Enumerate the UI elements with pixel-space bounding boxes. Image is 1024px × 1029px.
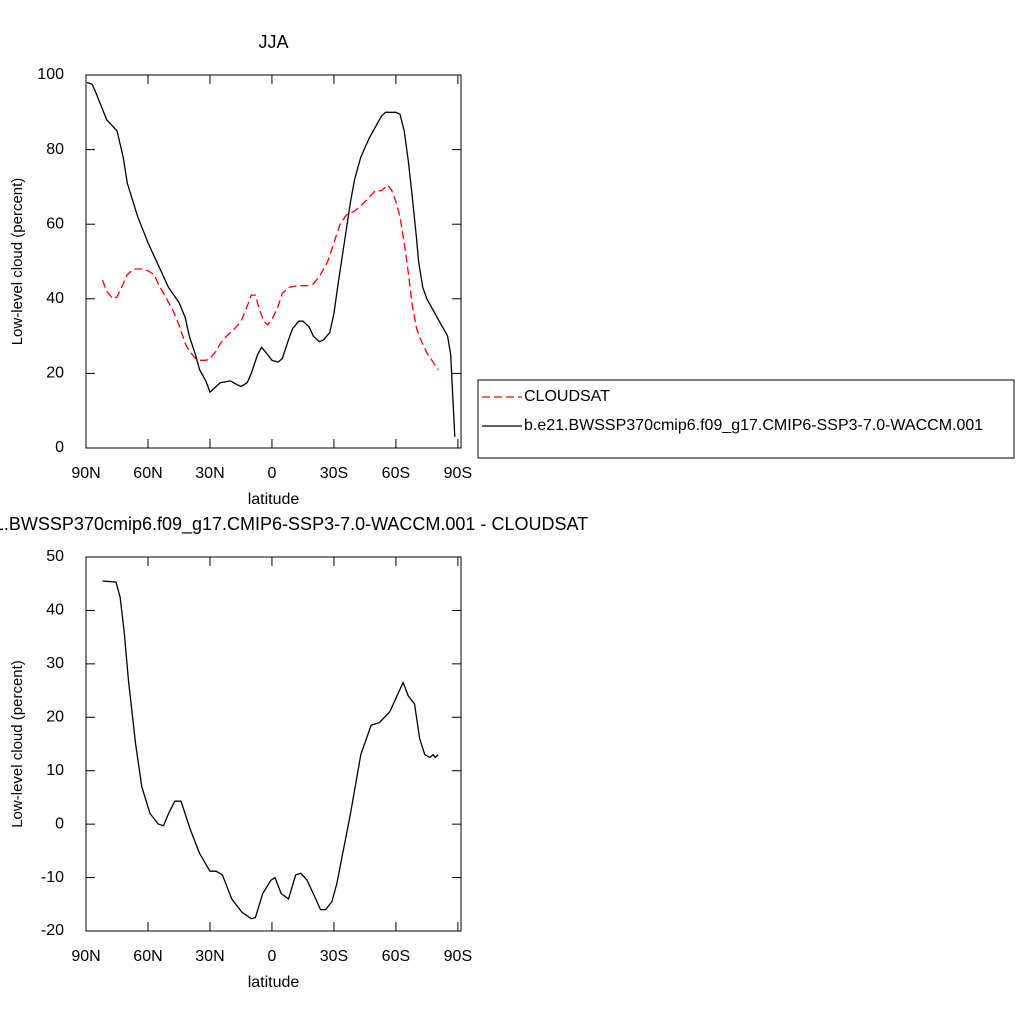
y-tick-label: -20 [41, 922, 64, 939]
y-axis-label: Low-level cloud (percent) [9, 178, 26, 346]
y-tick-label: 40 [46, 602, 64, 619]
chart-title: JJA [258, 32, 288, 52]
y-tick-label: -10 [41, 869, 64, 886]
x-tick-label: 0 [267, 948, 276, 965]
x-axis-label: latitude [248, 974, 300, 991]
y-tick-label: 50 [46, 548, 64, 565]
y-tick-label: 20 [46, 365, 64, 382]
legend-box [477, 379, 1015, 459]
legend-label: b.e21.BWSSP370cmip6.f09_g17.CMIP6-SSP3-7… [524, 417, 983, 434]
y-tick-label: 0 [55, 439, 64, 456]
x-tick-label: 90S [444, 465, 472, 482]
data-line [86, 81, 456, 437]
data-line [102, 580, 439, 920]
y-tick-label: 20 [46, 709, 64, 726]
x-tick-label: 30N [195, 465, 224, 482]
data-line [101, 184, 439, 371]
plot-frame [85, 556, 462, 932]
x-axis-label: latitude [248, 491, 300, 508]
x-tick-label: 30S [320, 948, 348, 965]
x-tick-label: 60S [382, 948, 410, 965]
x-tick-label: 30N [195, 948, 224, 965]
y-tick-label: 80 [46, 141, 64, 158]
x-tick-label: 60N [133, 948, 162, 965]
y-tick-label: 10 [46, 762, 64, 779]
y-tick-label: 0 [55, 815, 64, 832]
x-tick-label: 60N [133, 465, 162, 482]
y-tick-label: 40 [46, 290, 64, 307]
y-tick-label: 60 [46, 215, 64, 232]
plot-frame [85, 74, 462, 449]
x-tick-label: 90N [71, 465, 100, 482]
x-tick-label: 60S [382, 465, 410, 482]
x-tick-label: 0 [267, 465, 276, 482]
y-axis-label: Low-level cloud (percent) [9, 660, 26, 828]
chart-title: b.e21.BWSSP370cmip6.f09_g17.CMIP6-SSP3-7… [0, 514, 588, 535]
x-tick-label: 90N [71, 948, 100, 965]
x-tick-label: 30S [320, 465, 348, 482]
x-tick-label: 90S [444, 948, 472, 965]
legend-label: CLOUDSAT [524, 388, 610, 405]
y-tick-label: 30 [46, 655, 64, 672]
y-tick-label: 100 [37, 66, 64, 83]
